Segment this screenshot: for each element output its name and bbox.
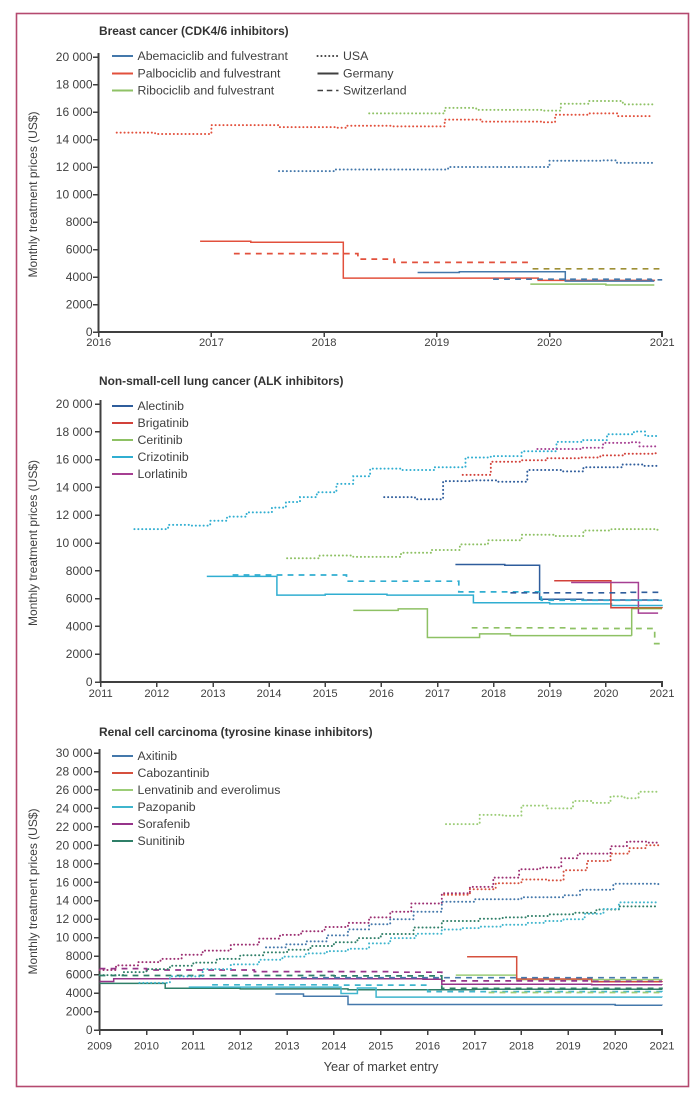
svg-text:24 000: 24 000 xyxy=(56,801,93,815)
svg-text:14 000: 14 000 xyxy=(56,133,93,147)
svg-text:12 000: 12 000 xyxy=(56,912,93,926)
svg-text:10 000: 10 000 xyxy=(56,931,93,945)
svg-text:8000: 8000 xyxy=(66,215,93,229)
svg-text:2000: 2000 xyxy=(66,298,93,312)
svg-text:14 000: 14 000 xyxy=(56,894,93,908)
svg-text:2013: 2013 xyxy=(201,688,226,700)
svg-text:Lenvatinib and everolimus: Lenvatinib and everolimus xyxy=(138,783,281,797)
svg-text:Alectinib: Alectinib xyxy=(138,399,185,413)
svg-text:2018: 2018 xyxy=(509,1041,534,1053)
svg-text:4000: 4000 xyxy=(66,270,93,284)
svg-text:2021: 2021 xyxy=(650,688,675,700)
svg-text:14 000: 14 000 xyxy=(56,480,93,494)
svg-text:Ribociclib and fulvestrant: Ribociclib and fulvestrant xyxy=(138,84,275,98)
svg-text:12 000: 12 000 xyxy=(56,160,93,174)
svg-text:10 000: 10 000 xyxy=(56,536,93,550)
svg-text:Abemaciclib and fulvestrant: Abemaciclib and fulvestrant xyxy=(138,49,289,63)
svg-text:28 000: 28 000 xyxy=(56,765,93,779)
svg-text:2012: 2012 xyxy=(144,688,169,700)
svg-text:2016: 2016 xyxy=(86,337,111,349)
svg-text:20 000: 20 000 xyxy=(56,50,93,64)
svg-text:Ceritinib: Ceritinib xyxy=(138,433,183,447)
svg-text:2011: 2011 xyxy=(89,688,113,700)
svg-text:2011: 2011 xyxy=(181,1041,205,1053)
svg-text:6000: 6000 xyxy=(66,243,93,257)
svg-text:2015: 2015 xyxy=(313,688,338,700)
svg-text:16 000: 16 000 xyxy=(56,875,93,889)
svg-text:Crizotinib: Crizotinib xyxy=(138,450,189,464)
svg-text:Year of market entry: Year of market entry xyxy=(324,1059,439,1074)
svg-text:2019: 2019 xyxy=(537,688,562,700)
svg-text:Switzerland: Switzerland xyxy=(343,84,407,98)
svg-text:Sorafenib: Sorafenib xyxy=(138,817,191,831)
svg-text:20 000: 20 000 xyxy=(56,397,93,411)
svg-text:22 000: 22 000 xyxy=(56,820,93,834)
svg-text:2014: 2014 xyxy=(257,688,282,700)
svg-text:Sunitinib: Sunitinib xyxy=(138,834,185,848)
svg-text:2017: 2017 xyxy=(199,337,224,349)
svg-text:2020: 2020 xyxy=(593,688,618,700)
svg-text:16 000: 16 000 xyxy=(56,453,93,467)
svg-text:2014: 2014 xyxy=(321,1041,346,1053)
svg-text:USA: USA xyxy=(343,49,369,63)
svg-text:2020: 2020 xyxy=(603,1041,628,1053)
svg-text:2009: 2009 xyxy=(87,1041,112,1053)
svg-text:4000: 4000 xyxy=(66,619,93,633)
svg-text:6000: 6000 xyxy=(66,592,93,606)
svg-text:2021: 2021 xyxy=(650,337,675,349)
svg-text:Germany: Germany xyxy=(343,67,394,81)
svg-text:Breast cancer (CDK4/6 inhibito: Breast cancer (CDK4/6 inhibitors) xyxy=(99,24,289,38)
svg-text:18 000: 18 000 xyxy=(56,857,93,871)
svg-text:2015: 2015 xyxy=(368,1041,393,1053)
svg-text:30 000: 30 000 xyxy=(56,746,93,760)
svg-text:Cabozantinib: Cabozantinib xyxy=(138,766,210,780)
svg-text:2016: 2016 xyxy=(369,688,394,700)
svg-text:2016: 2016 xyxy=(415,1041,440,1053)
svg-text:2013: 2013 xyxy=(275,1041,300,1053)
svg-text:Monthly treatment prices (US$): Monthly treatment prices (US$) xyxy=(26,808,40,974)
svg-text:Axitinib: Axitinib xyxy=(138,749,178,763)
svg-text:2018: 2018 xyxy=(312,337,337,349)
svg-text:6000: 6000 xyxy=(66,968,93,982)
svg-text:16 000: 16 000 xyxy=(56,105,93,119)
svg-text:2010: 2010 xyxy=(134,1041,159,1053)
svg-text:Pazopanib: Pazopanib xyxy=(138,800,196,814)
svg-text:2017: 2017 xyxy=(425,688,450,700)
svg-text:2000: 2000 xyxy=(66,1005,93,1019)
svg-text:18 000: 18 000 xyxy=(56,425,93,439)
svg-text:2000: 2000 xyxy=(66,647,93,661)
svg-text:4000: 4000 xyxy=(66,986,93,1000)
svg-text:Renal cell carcinoma (tyrosine: Renal cell carcinoma (tyrosine kinase in… xyxy=(99,725,373,739)
svg-text:2019: 2019 xyxy=(424,337,449,349)
svg-text:0: 0 xyxy=(86,1023,93,1037)
svg-text:Monthly treatment prices (US$): Monthly treatment prices (US$) xyxy=(26,460,40,626)
svg-text:Lorlatinib: Lorlatinib xyxy=(138,467,188,481)
svg-text:Palbociclib and fulvestrant: Palbociclib and fulvestrant xyxy=(138,67,281,81)
svg-text:8000: 8000 xyxy=(66,564,93,578)
svg-text:2012: 2012 xyxy=(228,1041,253,1053)
svg-text:2021: 2021 xyxy=(650,1041,675,1053)
svg-text:12 000: 12 000 xyxy=(56,508,93,522)
svg-text:26 000: 26 000 xyxy=(56,783,93,797)
svg-text:18 000: 18 000 xyxy=(56,78,93,92)
svg-text:Brigatinib: Brigatinib xyxy=(138,416,189,430)
svg-text:20 000: 20 000 xyxy=(56,838,93,852)
svg-text:0: 0 xyxy=(86,325,93,339)
svg-text:8000: 8000 xyxy=(66,949,93,963)
svg-text:2017: 2017 xyxy=(462,1041,487,1053)
svg-text:0: 0 xyxy=(86,675,93,689)
svg-text:Non-small-cell lung cancer (AL: Non-small-cell lung cancer (ALK inhibito… xyxy=(99,374,343,388)
svg-text:2019: 2019 xyxy=(556,1041,581,1053)
svg-text:2020: 2020 xyxy=(537,337,562,349)
svg-text:10 000: 10 000 xyxy=(56,188,93,202)
svg-text:Monthly treatment prices (US$): Monthly treatment prices (US$) xyxy=(26,111,40,277)
svg-text:2018: 2018 xyxy=(481,688,506,700)
